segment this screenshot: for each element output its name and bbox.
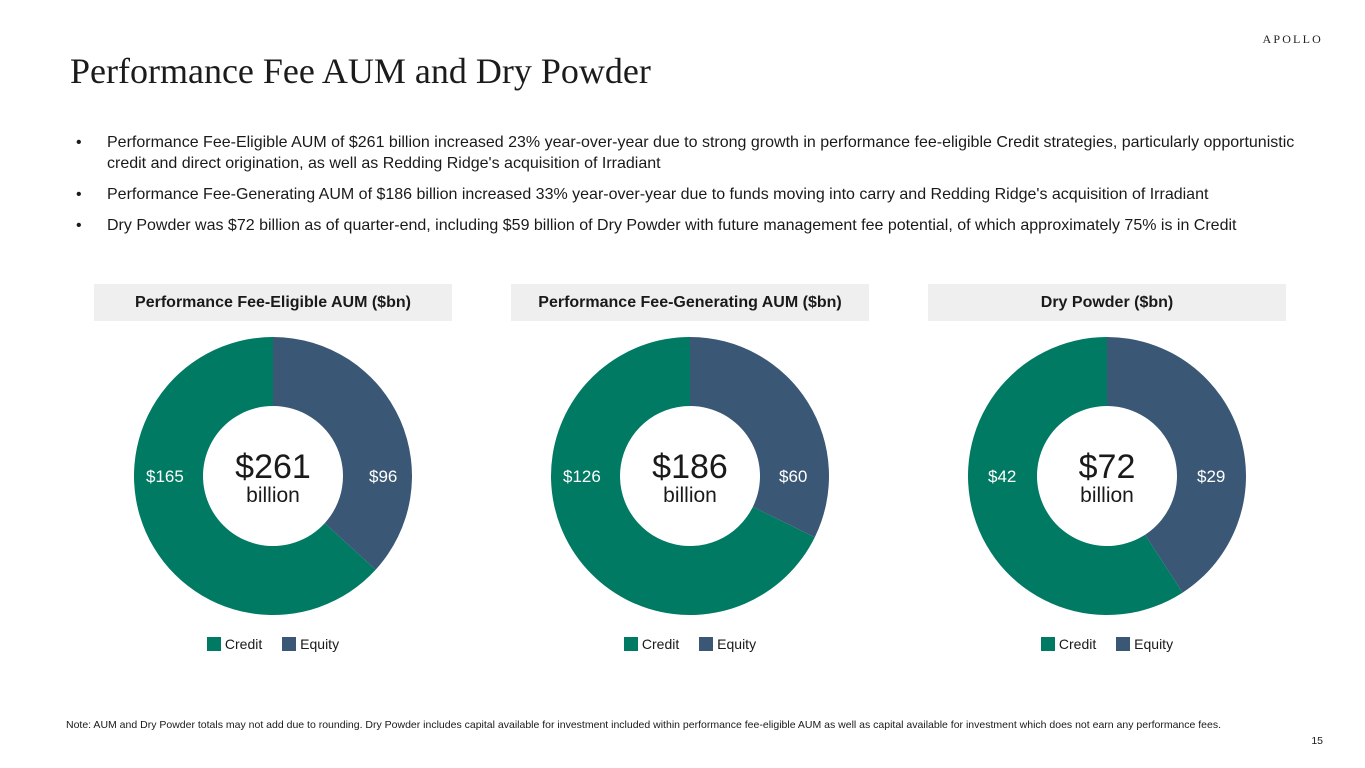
equity-value-label: $29 (1197, 467, 1226, 486)
legend-label: Equity (300, 636, 340, 652)
bullet-list: • Performance Fee-Eligible AUM of $261 bi… (70, 132, 1330, 246)
legend-label: Credit (224, 636, 263, 652)
legend-swatch (1040, 637, 1055, 651)
legend-swatch (282, 637, 297, 651)
bullet-text: Performance Fee-Generating AUM of $186 b… (107, 186, 1209, 203)
credit-value-label: $126 (563, 467, 601, 486)
chart-panel-fee-generating: Performance Fee-Generating AUM ($bn) $18… (511, 284, 869, 664)
credit-value-label: $42 (988, 467, 1017, 486)
legend-swatch (699, 637, 714, 651)
legend-item-equity: Equity (1116, 636, 1173, 652)
apollo-logo: APOLLO (1262, 32, 1323, 46)
legend-swatch (1116, 637, 1131, 651)
bullet-item: • Performance Fee-Generating AUM of $186 … (70, 184, 1330, 205)
legend-item-credit: Credit (623, 636, 680, 652)
bullet-text: Dry Powder was $72 billion as of quarter… (107, 217, 1237, 234)
donut-segment-credit (551, 337, 815, 615)
bullet-marker: • (76, 186, 82, 203)
donut-chart (551, 337, 829, 615)
donut-chart (134, 337, 412, 615)
center-unit: billion (246, 484, 300, 507)
center-unit: billion (1080, 484, 1134, 507)
page-number: 15 (1311, 735, 1323, 747)
center-unit: billion (663, 484, 717, 507)
legend-label: Equity (717, 636, 757, 652)
center-total: $261 (235, 448, 311, 486)
donut-segment-equity (273, 337, 412, 570)
chart-title: Performance Fee-Generating AUM ($bn) (511, 284, 869, 321)
footnote: Note: AUM and Dry Powder totals may not … (66, 719, 1222, 731)
chart-title: Performance Fee-Eligible AUM ($bn) (94, 284, 452, 321)
chart-panel-fee-eligible: Performance Fee-Eligible AUM ($bn) $261 … (94, 284, 452, 664)
bullet-text: Performance Fee-Eligible AUM of $261 bil… (107, 134, 1295, 172)
bullet-item: • Performance Fee-Eligible AUM of $261 bi… (70, 132, 1330, 174)
donut-segment-credit (134, 337, 376, 615)
legend-item-equity: Equity (699, 636, 756, 652)
donut-chart (968, 337, 1246, 615)
equity-value-label: $96 (369, 467, 398, 486)
legend-item-credit: Credit (206, 636, 263, 652)
center-total: $72 (1078, 448, 1136, 486)
donut-segment-equity (1107, 337, 1246, 593)
legend-label: Credit (641, 636, 680, 652)
donut-center-label: $186 billion (630, 449, 750, 507)
legend-label: Credit (1058, 636, 1097, 652)
chart-panel-dry-powder: Dry Powder ($bn) $72 billion $42 $29 Cre… (928, 284, 1286, 664)
legend-item-equity: Equity (282, 636, 339, 652)
page-title: Performance Fee AUM and Dry Powder (70, 51, 651, 91)
center-total: $186 (652, 448, 728, 486)
bullet-marker: • (76, 134, 82, 151)
chart-legend: Credit Equity (511, 636, 869, 652)
chart-legend: Credit Equity (94, 636, 452, 652)
chart-title: Dry Powder ($bn) (928, 284, 1286, 321)
equity-value-label: $60 (779, 467, 808, 486)
bullet-item: • Dry Powder was $72 billion as of quarte… (70, 215, 1330, 236)
chart-legend: Credit Equity (928, 636, 1286, 652)
legend-label: Equity (1134, 636, 1174, 652)
bullet-marker: • (76, 217, 82, 234)
legend-item-credit: Credit (1040, 636, 1097, 652)
credit-value-label: $165 (146, 467, 184, 486)
legend-swatch (206, 637, 221, 651)
donut-segment-credit (968, 337, 1183, 615)
legend-swatch (623, 637, 638, 651)
donut-center-label: $72 billion (1047, 449, 1167, 507)
donut-center-label: $261 billion (213, 449, 333, 507)
donut-segment-equity (690, 337, 829, 538)
